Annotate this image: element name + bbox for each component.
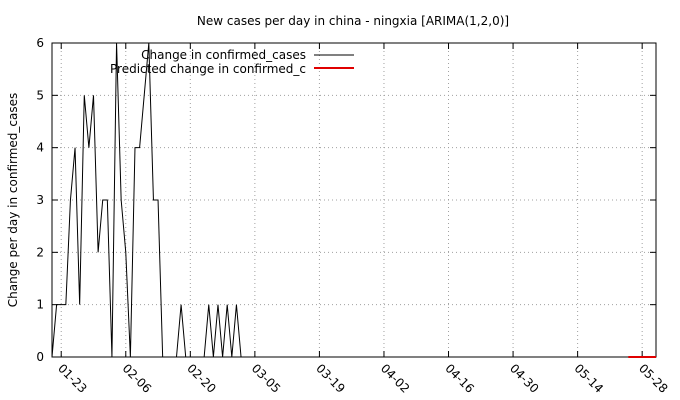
- legend-label-1: Predicted change in confirmed_c: [110, 62, 306, 76]
- legend-label-0: Change in confirmed_cases: [141, 48, 306, 62]
- y-axis-label: Change per day in confirmed_cases: [6, 93, 20, 308]
- y-tick-label: 1: [36, 298, 44, 312]
- y-tick-label: 6: [36, 36, 44, 50]
- axis-ticks: 0 1 2 3 4 5 6 01-23 02-06 02-20 03-05 03-19 04-02 04-…: [36, 36, 670, 396]
- y-tick-label: 0: [36, 350, 44, 364]
- x-tick-label: 03-19: [313, 361, 348, 396]
- chart-title: New cases per day in china - ningxia [AR…: [197, 14, 509, 28]
- x-tick-label: 04-30: [507, 361, 542, 396]
- series-layer: [51, 42, 656, 358]
- y-tick-label: 4: [36, 141, 44, 155]
- x-tick-label: 05-14: [571, 361, 606, 396]
- x-tick-label: 02-06: [120, 361, 155, 396]
- x-tick-label: 05-28: [636, 361, 671, 396]
- x-tick-label: 01-23: [55, 361, 90, 396]
- y-tick-label: 2: [36, 245, 44, 259]
- x-tick-label: 04-16: [442, 361, 477, 396]
- x-tick-label: 02-20: [184, 361, 219, 396]
- y-tick-label: 3: [36, 193, 44, 207]
- x-tick-label: 04-02: [378, 361, 413, 396]
- y-tick-label: 5: [36, 88, 44, 102]
- grid: [52, 43, 656, 357]
- x-tick-label: 03-05: [249, 361, 284, 396]
- series-line-confirmed: [51, 42, 255, 358]
- legend: Change in confirmed_cases Predicted chan…: [110, 48, 354, 76]
- plot-frame: [51, 42, 657, 358]
